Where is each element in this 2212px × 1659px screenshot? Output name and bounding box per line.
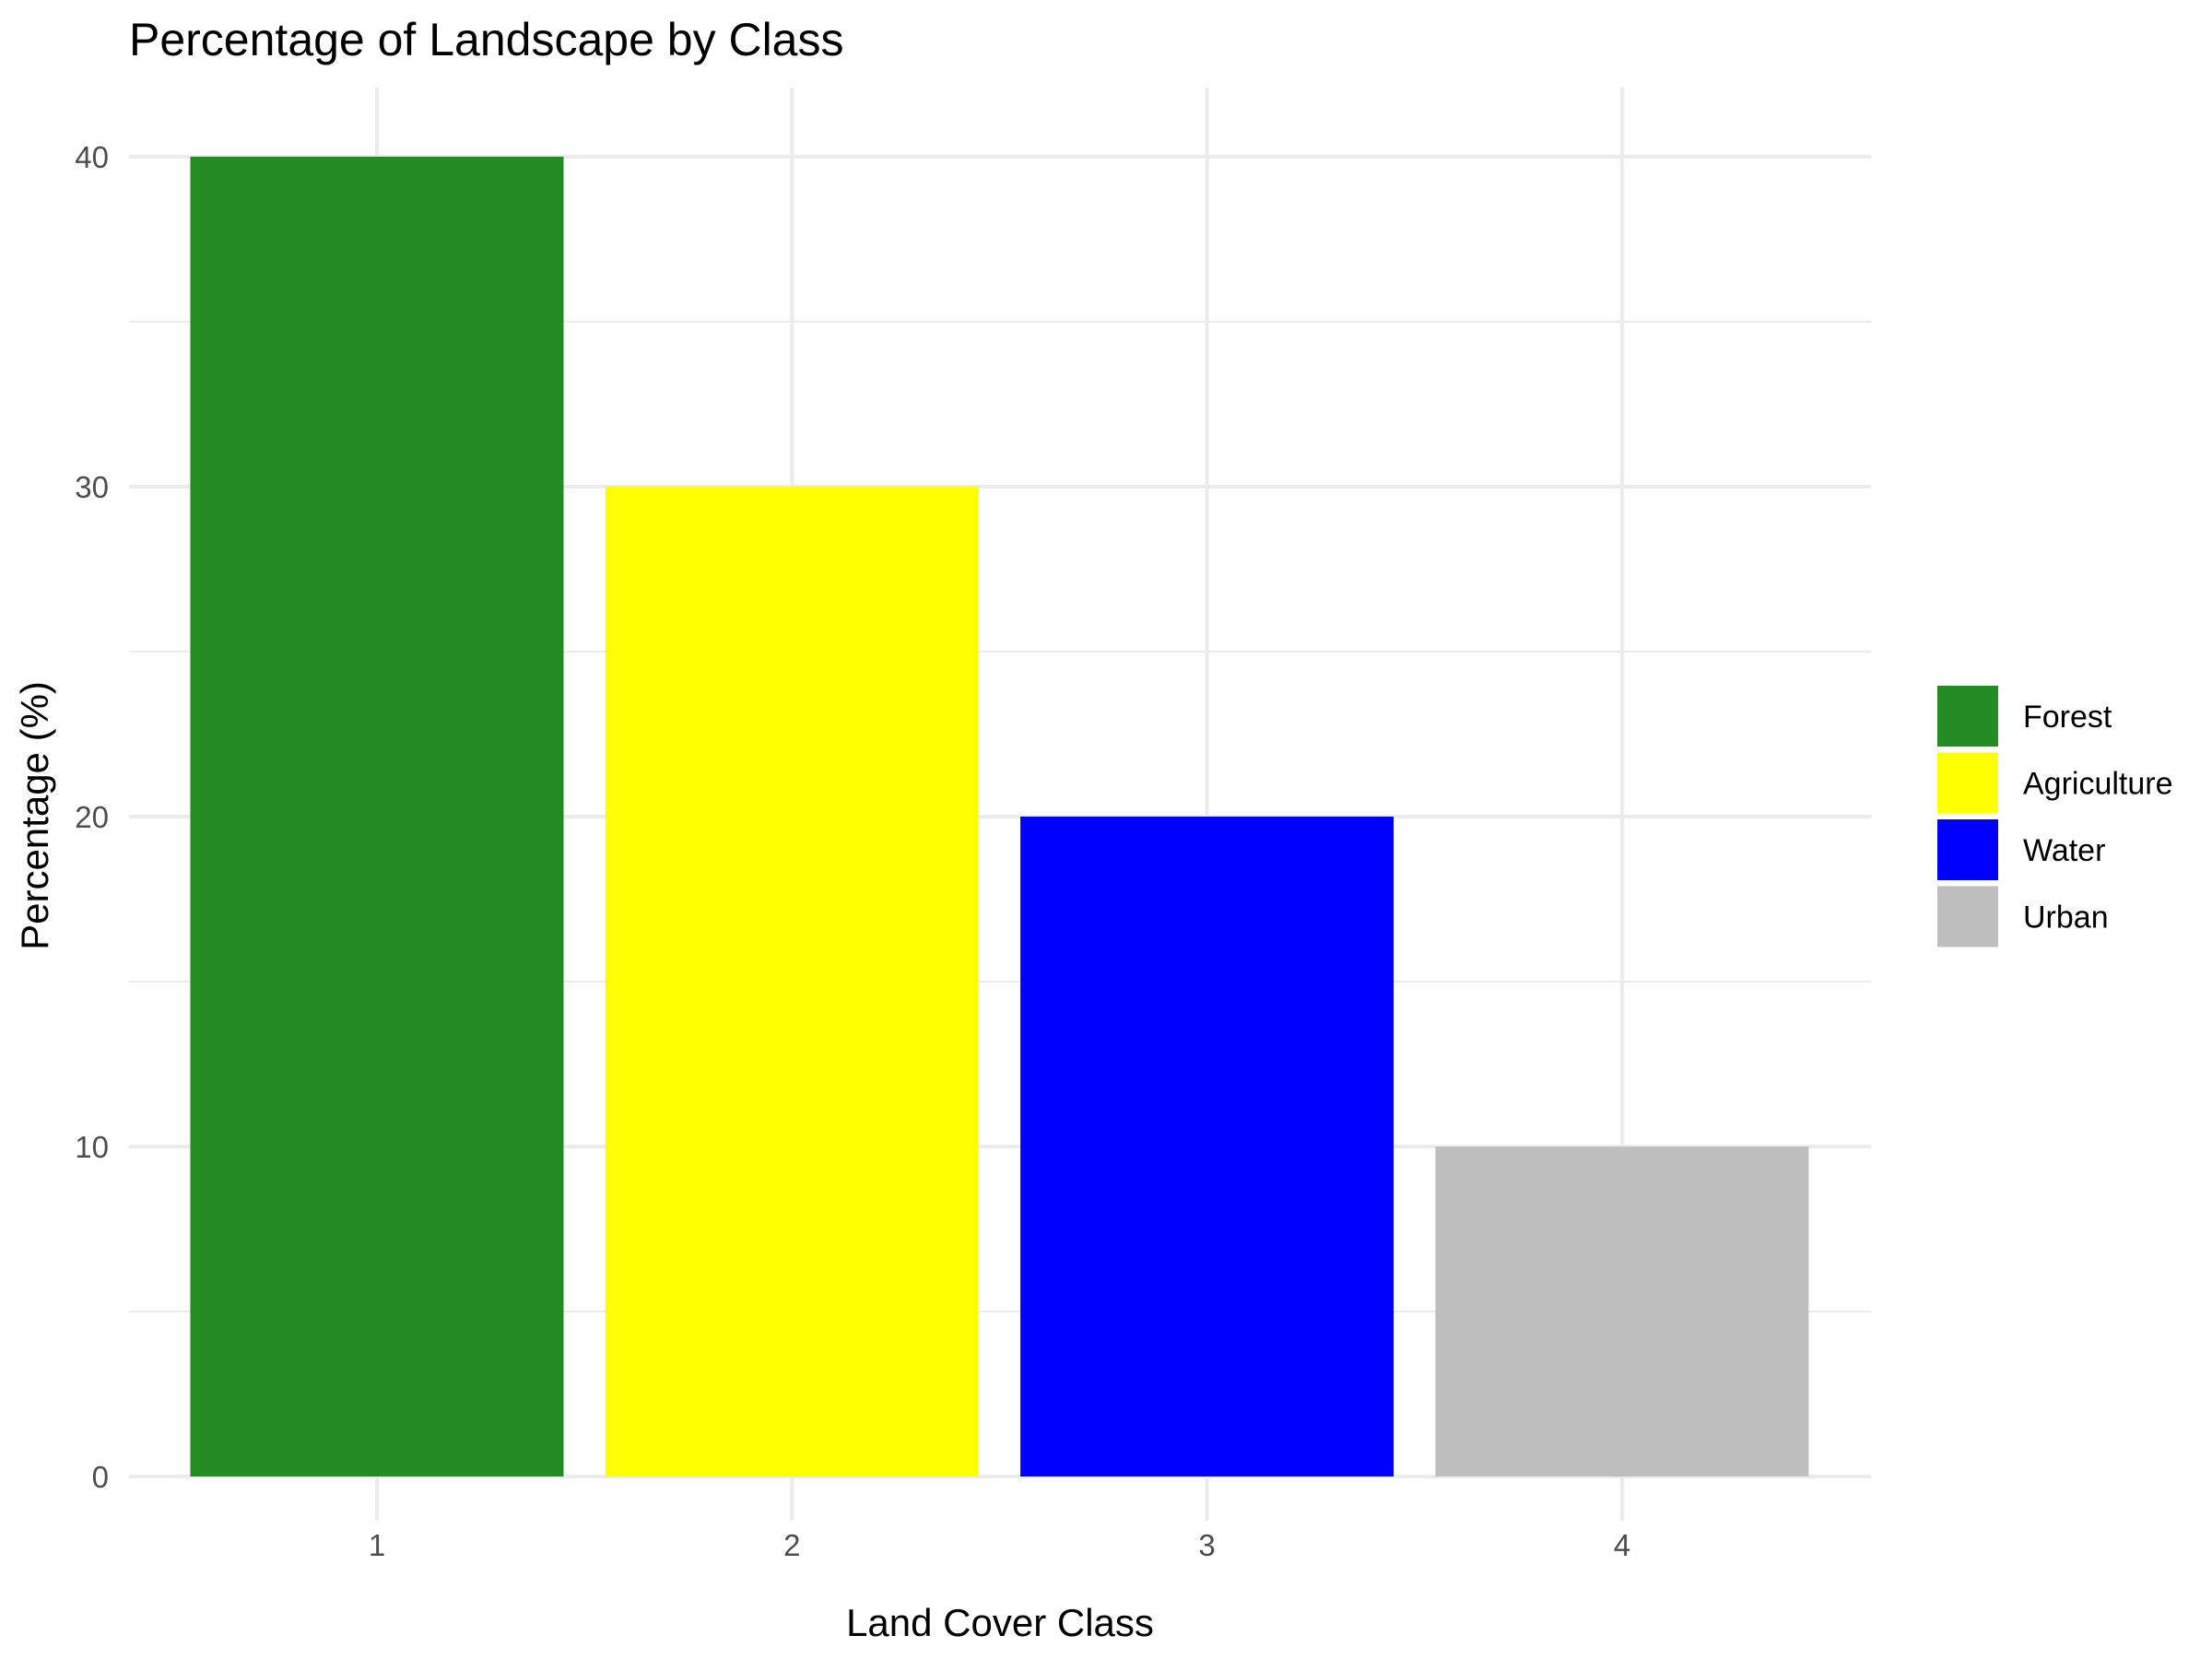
legend-label: Forest <box>2023 700 2112 735</box>
y-tick-label: 20 <box>75 800 109 834</box>
legend-label: Urban <box>2023 900 2109 935</box>
x-tick-label: 1 <box>369 1528 385 1562</box>
bar-forest <box>190 157 564 1477</box>
y-tick-label: 0 <box>92 1460 109 1494</box>
x-tick-label: 4 <box>1614 1528 1630 1562</box>
legend-label: Water <box>2023 833 2105 868</box>
legend-key-urban <box>1937 886 1998 947</box>
bar-agriculture <box>605 487 979 1477</box>
legend-label: Agriculture <box>2023 767 2173 802</box>
y-axis-ticks: 0 10 20 30 40 <box>75 140 109 1494</box>
y-tick-label: 10 <box>75 1130 109 1164</box>
legend-key-forest <box>1937 686 1998 747</box>
legend-key-agriculture <box>1937 752 1998 814</box>
chart-title: Percentage of Landscape by Class <box>129 14 844 65</box>
x-tick-label: 3 <box>1198 1528 1215 1562</box>
y-tick-label: 30 <box>75 470 109 504</box>
bars <box>190 157 1809 1477</box>
bar-water <box>1020 817 1394 1477</box>
legend-key-water <box>1937 819 1998 880</box>
bar-urban <box>1435 1147 1809 1477</box>
y-tick-label: 40 <box>75 140 109 174</box>
x-tick-label: 2 <box>783 1528 800 1562</box>
legend: Forest Agriculture Water Urban <box>1937 686 2173 947</box>
x-axis-ticks: 1 2 3 4 <box>369 1528 1630 1562</box>
x-axis-title: Land Cover Class <box>846 1601 1154 1644</box>
y-axis-title: Percentage (%) <box>13 681 56 950</box>
